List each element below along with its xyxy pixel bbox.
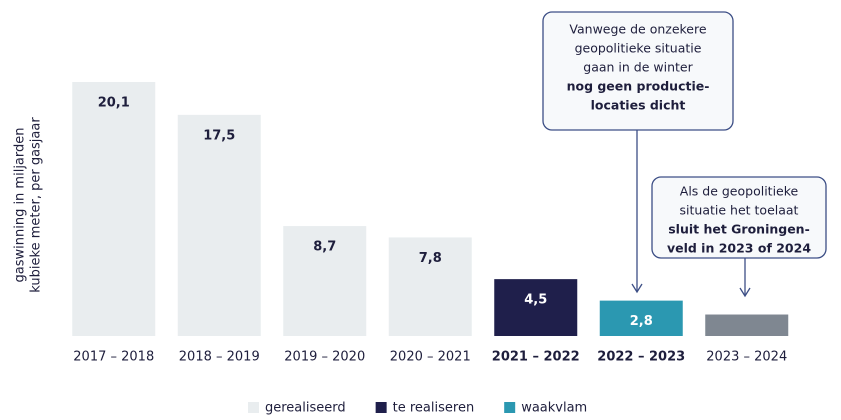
bar [388,237,472,336]
annotation-bold: veld in 2023 of 2024 [667,241,811,256]
annotation-text: gaan in de winter [583,60,693,75]
x-tick-label: 2020 – 2021 [390,350,471,365]
y-axis-label: gaswinning in miljarden [13,127,28,282]
value-label: 4,5 [524,293,547,308]
legend-label: waakvlam [521,401,587,416]
y-axis-label: kubieke meter, per gasjaar [29,117,44,293]
bar [599,300,683,336]
legend-swatch [248,402,259,413]
callout-2 [651,176,827,298]
arrow-head [631,283,643,294]
x-tick-label: 2021 – 2022 [492,350,580,365]
value-label: 17,5 [203,128,235,143]
bar [283,226,367,336]
callout-1 [542,11,734,294]
x-tick-label: 2023 – 2024 [706,350,787,365]
legend-swatch [375,402,387,413]
annotation-bold: locaties dicht [591,98,686,113]
annotation-bold: sluit het Groningen- [668,222,810,237]
annotation-text: Vanwege de onzekere [569,22,706,37]
legend-swatch [504,402,516,413]
callout-box [651,176,827,259]
legend-label: te realiseren [393,401,475,416]
bar [494,279,578,336]
value-label: 2,8 [630,314,653,329]
bar [177,114,261,336]
x-tick-label: 2022 – 2023 [597,350,685,365]
arrow-head [739,287,751,298]
value-label: 7,8 [419,251,442,266]
value-label: 20,1 [98,96,130,111]
callout-box [542,11,734,131]
value-label: 8,7 [313,240,336,255]
bar [705,314,789,336]
x-tick-label: 2019 – 2020 [284,350,365,365]
annotation-bold: nog geen productie- [567,79,710,94]
annotation-text: geopolitieke situatie [575,41,702,56]
x-tick-label: 2018 – 2019 [179,350,260,365]
annotation-text: situatie het toelaat [680,203,799,218]
x-tick-label: 2017 – 2018 [73,350,154,365]
bar [72,82,156,336]
annotation-text: Als de geopolitieke [680,184,799,199]
legend-label: gerealiseerd [265,401,346,416]
